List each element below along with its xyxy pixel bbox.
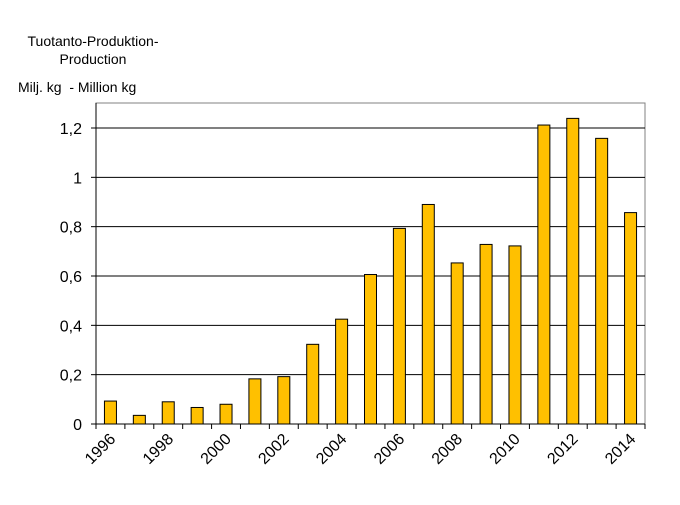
bar-1996 bbox=[103, 400, 117, 425]
x-tick-label: 1996 bbox=[82, 431, 119, 468]
x-tick-label: 2008 bbox=[429, 431, 466, 468]
bar-2000 bbox=[219, 403, 233, 425]
bar-1999 bbox=[190, 406, 204, 425]
y-tick-label: 1,2 bbox=[60, 121, 82, 138]
x-tick-label: 2012 bbox=[544, 431, 581, 468]
y-axis-label: Milj. kg - Million kg bbox=[18, 79, 137, 95]
x-tick-label: 2004 bbox=[313, 431, 350, 468]
y-tick-label: 1 bbox=[73, 170, 82, 187]
bar-2003 bbox=[306, 343, 320, 425]
y-tick-label: 0,4 bbox=[60, 318, 82, 335]
y-tick-label: 0,8 bbox=[60, 220, 82, 237]
bar-2005 bbox=[364, 274, 377, 425]
bar-2007 bbox=[421, 203, 435, 425]
bar-2006 bbox=[392, 227, 406, 425]
y-tick-label: 0,2 bbox=[60, 368, 82, 385]
x-tick-label: 1998 bbox=[140, 431, 177, 468]
bar-1998 bbox=[161, 401, 175, 425]
y-tick-label: 0,6 bbox=[60, 269, 82, 286]
x-tick-label: 2002 bbox=[255, 431, 292, 468]
bar-1997 bbox=[132, 414, 146, 425]
bar-2001 bbox=[248, 378, 262, 425]
bar-2011 bbox=[537, 124, 551, 425]
bar-2002 bbox=[277, 376, 291, 425]
chart-title-line2: Production bbox=[59, 51, 127, 67]
bar-2010 bbox=[508, 245, 522, 425]
bar-2004 bbox=[335, 318, 349, 425]
chart-title: Tuotanto-Produktion- Production bbox=[0, 32, 186, 68]
y-tick-label: 0 bbox=[73, 417, 82, 434]
bar-2009 bbox=[479, 243, 493, 425]
bar-2012 bbox=[566, 117, 580, 425]
bar-2013 bbox=[595, 137, 609, 425]
bar-2008 bbox=[450, 262, 464, 425]
x-tick-label: 2010 bbox=[487, 431, 524, 468]
x-tick-label: 2014 bbox=[602, 431, 639, 468]
x-tick-label: 2000 bbox=[198, 431, 235, 468]
bar-2014 bbox=[624, 212, 638, 425]
chart-title-line1: Tuotanto-Produktion- bbox=[27, 33, 159, 49]
x-tick-label: 2006 bbox=[371, 431, 408, 468]
